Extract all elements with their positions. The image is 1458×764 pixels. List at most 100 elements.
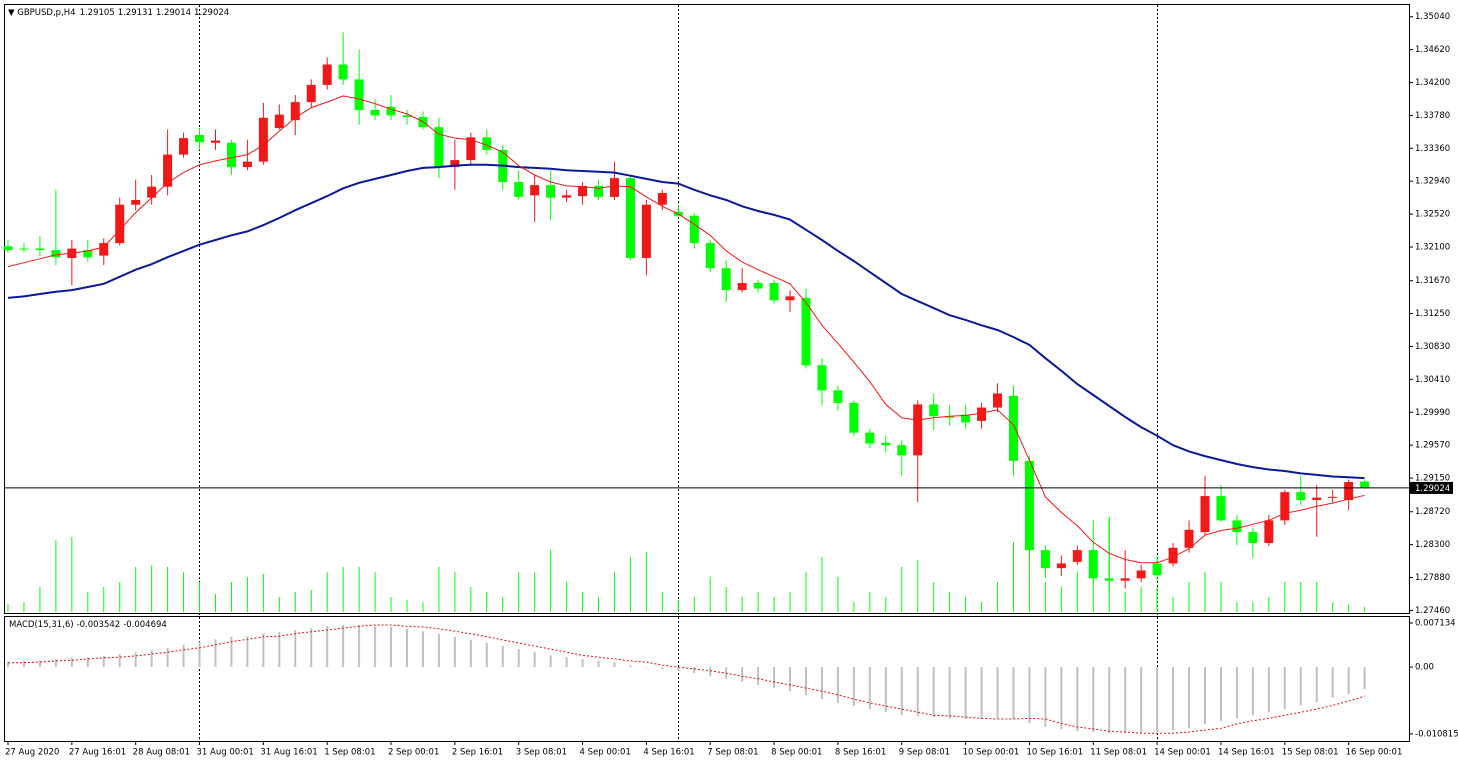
candle-body [290, 102, 300, 121]
candle-body [1328, 496, 1338, 498]
macd-bar [453, 636, 456, 668]
macd-bar [54, 659, 57, 668]
x-tick-label: 2 Sep 16:01 [452, 748, 503, 758]
macd-bar [326, 626, 329, 668]
y-tick-label: 0.00 [1415, 663, 1434, 673]
x-tick-label: 3 Sep 08:01 [516, 748, 567, 758]
candle-body [115, 204, 125, 244]
macd-bar [805, 667, 807, 695]
macd-bar [517, 649, 520, 668]
candle-body [1088, 550, 1098, 579]
macd-bar [1108, 667, 1111, 734]
candle-body [147, 186, 157, 198]
y-tick-label: 1.33780 [1415, 111, 1450, 121]
candle-body [530, 185, 540, 196]
candle-body [210, 140, 220, 143]
candle-body [881, 442, 891, 446]
candle-body [1264, 520, 1274, 544]
y-tick-label: 1.30830 [1415, 342, 1450, 352]
main-pane-frame [4, 4, 1410, 614]
macd-bar [1251, 667, 1254, 716]
candle-body [641, 204, 651, 258]
candle-body [482, 137, 492, 150]
macd-bar [741, 667, 744, 682]
menu-arrow: ▼ [8, 8, 17, 18]
candle-body [785, 296, 795, 301]
candle-body [1344, 481, 1354, 500]
candle-body [721, 268, 731, 291]
candle-body [258, 117, 268, 162]
macd-bar [1092, 667, 1095, 732]
x-tick-label: 7 Sep 08:01 [707, 748, 758, 758]
macd-bar [246, 636, 249, 668]
candle-body [753, 283, 763, 289]
y-tick-label: 1.28300 [1415, 540, 1450, 550]
chart-header: ▼ GBPUSD,p,H4 1.29105 1.29131 1.29014 1.2902… [8, 8, 229, 18]
candle-body [689, 215, 699, 244]
candle-body [19, 248, 29, 250]
x-tick-label: 14 Sep 00:01 [1154, 748, 1211, 758]
candle-body [1040, 550, 1050, 569]
candle-body [1200, 496, 1210, 533]
candle-body [578, 185, 588, 197]
macd-bar [1124, 667, 1127, 734]
x-tick-label: 15 Sep 08:01 [1282, 748, 1339, 758]
y-tick-label: 1.30410 [1415, 375, 1450, 385]
candle-body [450, 160, 460, 168]
macd-bar [1076, 667, 1079, 732]
macd-bar [358, 625, 361, 668]
x-tick-label: 28 Aug 08:01 [133, 748, 190, 758]
candle-body [849, 402, 859, 433]
main-layer: 27 Aug 2020 27 Aug 16:01 28 Aug 08:01 31 Au… [3, 12, 1458, 758]
macd-bar [1204, 667, 1206, 724]
moving-average [7, 95, 1365, 564]
candle-body [913, 404, 923, 456]
macd-bar [198, 641, 201, 668]
candle-body [306, 84, 316, 103]
candle-body [99, 243, 109, 256]
macd-bar [1283, 667, 1286, 710]
candle-body [865, 432, 875, 444]
x-tick-label: 27 Aug 16:01 [69, 748, 126, 758]
macd-bar [501, 646, 504, 668]
macd-title: MACD(15,31,6) [9, 620, 74, 630]
macd-bar [1315, 667, 1318, 703]
macd-bar [22, 660, 25, 668]
candle-body [179, 138, 189, 155]
macd-bar [533, 652, 536, 668]
macd-bar [230, 636, 233, 668]
macd-bar [214, 639, 217, 668]
low-value: 1.29014 [156, 8, 191, 18]
candle-body [1312, 497, 1322, 500]
macd-bar [469, 639, 472, 668]
macd-bar [773, 667, 776, 689]
macd-bar [485, 642, 488, 668]
candle-body [1232, 520, 1242, 533]
y-tick-label: 1.28720 [1415, 507, 1450, 517]
macd-bar [852, 667, 855, 707]
candle-body [131, 200, 141, 205]
candle-body [338, 64, 348, 80]
macd-bar [836, 667, 839, 703]
macd-bar [1363, 667, 1366, 689]
macd-bar [1012, 667, 1015, 719]
x-tick-label: 14 Sep 16:01 [1218, 748, 1275, 758]
x-tick-label: 4 Sep 00:01 [580, 748, 631, 758]
x-tick-label: 16 Sep 00:01 [1346, 748, 1403, 758]
macd-bar [980, 667, 983, 719]
y-tick-label: 1.32100 [1415, 243, 1450, 253]
macd-bar [7, 662, 9, 668]
macd-bar [1140, 667, 1143, 734]
candle-body [1008, 395, 1018, 461]
x-tick-label: 9 Sep 08:01 [899, 748, 950, 758]
candle-body [274, 114, 284, 128]
signal-line [8, 624, 1365, 734]
candle-body [625, 178, 635, 258]
macd-bar [38, 660, 41, 668]
macd-bar [613, 662, 616, 668]
candle-body [370, 109, 380, 116]
y-tick-label: 1.31670 [1415, 276, 1450, 286]
candle-body [594, 185, 604, 197]
macd-header: MACD(15,31,6) -0.003542 -0.004694 [9, 620, 167, 630]
y-tick-label: 1.34620 [1415, 45, 1450, 55]
